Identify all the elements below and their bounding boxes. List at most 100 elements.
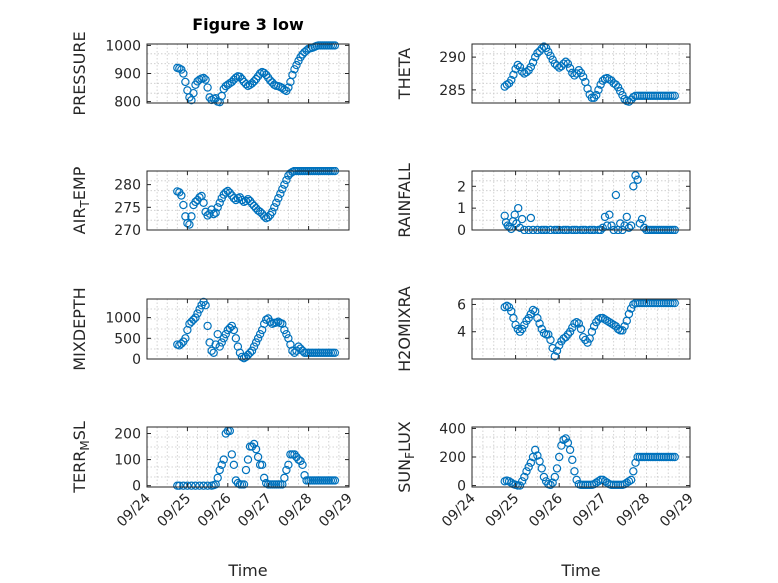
data-point: [199, 73, 208, 83]
data-point: [195, 481, 204, 490]
data-point: [631, 91, 640, 100]
data-point: [648, 452, 658, 462]
data-point: [227, 450, 237, 459]
data-point: [620, 221, 629, 230]
data-point: [589, 322, 599, 331]
data-point: [533, 451, 542, 460]
data-point: [546, 480, 555, 490]
data-point: [537, 44, 546, 53]
y-axis-label: MIXDEPTH: [70, 287, 89, 370]
x-tick-label: 09/25: [154, 491, 194, 531]
data-point: [520, 472, 529, 482]
data-point: [290, 348, 299, 357]
data-point: [219, 334, 228, 343]
plot-frame: [146, 426, 350, 488]
data-point: [215, 465, 224, 475]
data-point: [231, 334, 241, 343]
data-series: [500, 298, 679, 361]
data-point: [626, 304, 636, 313]
data-point: [526, 213, 536, 223]
data-point: [561, 434, 570, 443]
plot-frame: [146, 170, 350, 231]
data-point: [517, 477, 527, 486]
data-point: [550, 352, 560, 361]
data-point: [629, 182, 638, 191]
data-point: [185, 220, 194, 229]
data-point: [213, 473, 222, 483]
x-tick-label: 09/29: [657, 491, 697, 531]
y-tick-label: 2: [457, 179, 466, 195]
data-point: [522, 67, 531, 77]
y-tick-label: 270: [114, 223, 141, 239]
data-point: [568, 323, 577, 332]
data-series: [173, 426, 340, 490]
data-point: [668, 452, 677, 462]
x-tick-label: 09/26: [526, 490, 566, 530]
data-point: [175, 481, 184, 490]
data-point: [640, 91, 649, 100]
x-tick-label: 09/24: [114, 490, 154, 530]
data-point: [602, 221, 612, 230]
data-point: [589, 93, 599, 102]
data-point: [666, 452, 675, 462]
data-point: [626, 221, 636, 230]
data-point: [179, 200, 188, 210]
y-axis-label: TERRMSL: [70, 421, 92, 494]
data-point: [581, 480, 590, 490]
subplot-1: 800 900 1000 PRESSURE Figure 3 low: [70, 15, 350, 116]
data-point: [583, 338, 592, 347]
data-point: [642, 452, 651, 462]
data-point: [633, 91, 642, 100]
subplot-8: 0 200 400 09/24 09/25 09/26 09/27 09/28 09/29 SUN…: [395, 421, 697, 580]
data-point: [517, 324, 527, 334]
data-point: [572, 317, 581, 327]
data-point: [563, 330, 573, 339]
data-point: [592, 90, 601, 100]
data-point: [531, 445, 540, 455]
subplot-6: 4 6 H2OMIXRA: [395, 286, 691, 372]
data-point: [282, 175, 291, 185]
data-point: [522, 467, 531, 476]
subplot-7: 0 100 200 09/24 09/25 09/26 09/27 09/28 09/29 TER…: [70, 421, 356, 580]
data-point: [644, 452, 653, 462]
data-point: [259, 68, 269, 78]
data-point: [644, 91, 653, 100]
data-point: [193, 309, 202, 318]
data-point: [207, 346, 216, 355]
data-point: [594, 315, 603, 324]
plot-frame: [146, 43, 350, 104]
y-tick-label: 200: [114, 427, 141, 443]
data-point: [247, 346, 257, 355]
data-point: [624, 223, 634, 233]
data-point: [574, 319, 584, 328]
data-point: [201, 75, 210, 84]
data-point: [215, 342, 224, 351]
data-point: [213, 203, 222, 212]
data-point: [189, 88, 198, 98]
data-point: [561, 57, 570, 66]
data-point: [294, 455, 303, 464]
data-point: [659, 452, 669, 462]
data-point: [241, 79, 251, 89]
y-axis-label: H2OMIXRA: [395, 286, 414, 372]
data-point: [535, 47, 544, 56]
data-point: [249, 342, 259, 351]
data-point: [563, 59, 573, 68]
data-point: [646, 452, 655, 462]
data-point: [631, 171, 640, 180]
data-point: [181, 77, 190, 87]
data-point: [268, 207, 277, 217]
data-point: [251, 444, 261, 454]
data-point: [657, 452, 666, 462]
plot-frame: [471, 170, 691, 231]
data-point: [666, 91, 675, 100]
data-point: [559, 59, 568, 68]
data-point: [526, 62, 536, 72]
data-point: [251, 338, 261, 347]
data-point: [229, 194, 239, 203]
y-tick-label: 0: [132, 479, 141, 495]
data-point: [568, 455, 577, 465]
data-point: [611, 480, 621, 490]
subplot-3: 270 275 280 AIRTEMP: [70, 166, 350, 239]
data-point: [576, 324, 586, 334]
